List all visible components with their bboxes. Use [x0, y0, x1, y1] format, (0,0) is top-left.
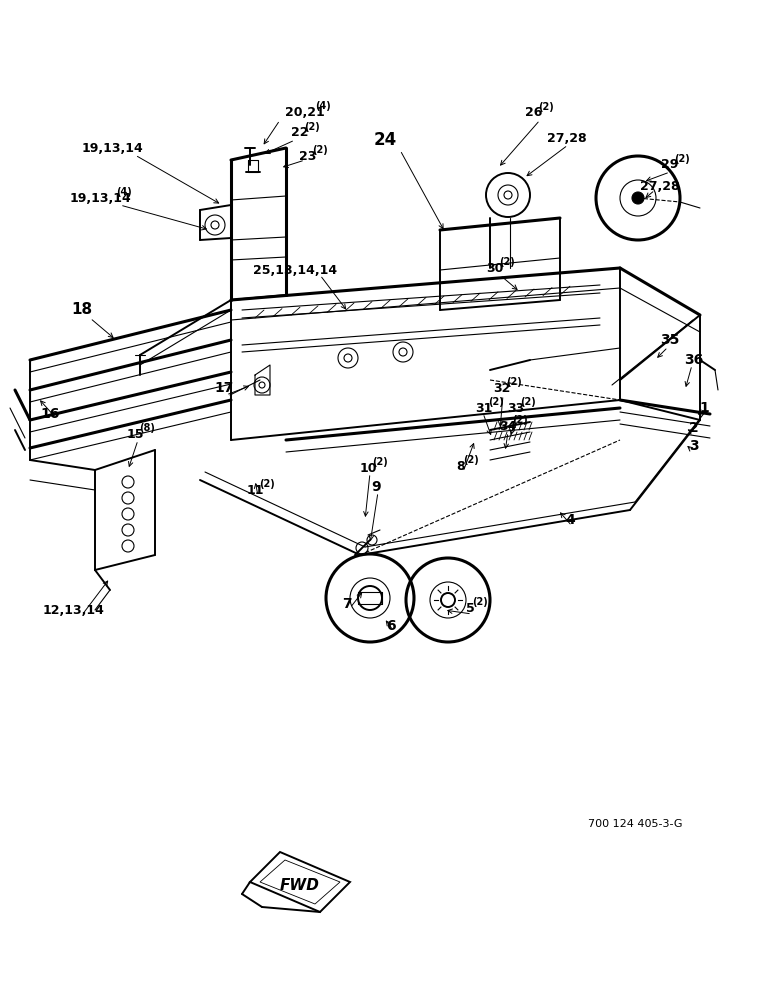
- Text: 17: 17: [215, 381, 234, 395]
- Text: (2): (2): [312, 145, 328, 155]
- Text: 16: 16: [40, 407, 59, 421]
- Text: 5: 5: [466, 601, 474, 614]
- Text: (4): (4): [315, 101, 331, 111]
- Text: (2): (2): [506, 377, 522, 387]
- Text: 18: 18: [72, 302, 93, 318]
- Text: 7: 7: [342, 597, 352, 611]
- Text: 30: 30: [486, 261, 503, 274]
- Text: 11: 11: [246, 484, 264, 496]
- Text: 4: 4: [565, 513, 575, 527]
- Text: (2): (2): [520, 397, 536, 407]
- Text: 27,28: 27,28: [640, 180, 680, 192]
- Text: (2): (2): [472, 597, 488, 607]
- Text: 700 124 405-3-G: 700 124 405-3-G: [588, 819, 682, 829]
- Text: (2): (2): [488, 397, 504, 407]
- Text: 23: 23: [300, 149, 317, 162]
- Text: 26: 26: [525, 106, 543, 119]
- Text: 2: 2: [689, 421, 699, 435]
- Text: 8: 8: [457, 460, 466, 473]
- Text: 12,13,14: 12,13,14: [42, 603, 104, 616]
- Text: 19,13,14: 19,13,14: [81, 141, 143, 154]
- Text: (2): (2): [512, 415, 528, 425]
- Text: 33: 33: [507, 401, 525, 414]
- Text: (2): (2): [259, 479, 275, 489]
- Text: (2): (2): [674, 154, 690, 164]
- Text: 34: 34: [499, 420, 516, 432]
- Text: (2): (2): [463, 455, 479, 465]
- Text: 25,13,14,14: 25,13,14,14: [253, 263, 337, 276]
- Text: 35: 35: [660, 333, 679, 347]
- Text: 31: 31: [476, 401, 493, 414]
- Text: 1: 1: [699, 401, 709, 415]
- Text: 10: 10: [359, 462, 377, 475]
- Text: (8): (8): [139, 423, 155, 433]
- Text: 9: 9: [371, 480, 381, 494]
- Text: 32: 32: [493, 381, 511, 394]
- Text: 27,28: 27,28: [547, 131, 587, 144]
- Text: 3: 3: [689, 439, 699, 453]
- Text: 19,13,14: 19,13,14: [69, 192, 131, 205]
- Circle shape: [632, 192, 644, 204]
- Text: (4): (4): [117, 187, 132, 197]
- Text: 15: 15: [127, 428, 144, 440]
- Text: 6: 6: [386, 619, 396, 633]
- Text: 36: 36: [684, 353, 703, 367]
- Text: 22: 22: [291, 126, 309, 139]
- Text: (2): (2): [499, 257, 515, 267]
- Text: 20,21: 20,21: [285, 105, 325, 118]
- Text: (2): (2): [372, 457, 388, 467]
- Text: (2): (2): [304, 122, 320, 132]
- Text: 24: 24: [374, 131, 397, 149]
- Text: (2): (2): [538, 102, 554, 112]
- Text: FWD: FWD: [280, 879, 320, 894]
- Text: 29: 29: [662, 158, 679, 172]
